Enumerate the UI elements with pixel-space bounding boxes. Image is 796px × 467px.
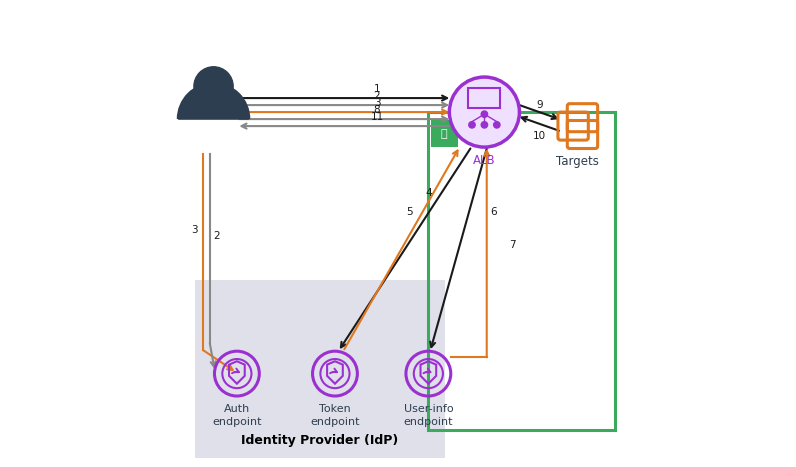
Text: User-info: User-info bbox=[404, 404, 453, 414]
Text: 🔒: 🔒 bbox=[441, 128, 447, 139]
Text: ALB: ALB bbox=[473, 154, 496, 167]
Text: 4: 4 bbox=[425, 188, 431, 198]
FancyBboxPatch shape bbox=[195, 280, 445, 458]
Text: 7: 7 bbox=[509, 240, 516, 249]
Wedge shape bbox=[178, 84, 248, 119]
Text: endpoint: endpoint bbox=[310, 417, 360, 426]
Text: 9: 9 bbox=[536, 100, 543, 110]
Text: endpoint: endpoint bbox=[213, 417, 262, 426]
Text: Targets: Targets bbox=[556, 155, 599, 168]
Text: 11: 11 bbox=[370, 113, 384, 122]
Text: Auth: Auth bbox=[224, 404, 250, 414]
Circle shape bbox=[482, 121, 488, 128]
Circle shape bbox=[482, 111, 488, 117]
Circle shape bbox=[450, 77, 520, 147]
Circle shape bbox=[494, 121, 500, 128]
Text: 3: 3 bbox=[373, 99, 380, 108]
Circle shape bbox=[194, 67, 233, 106]
Text: 8: 8 bbox=[373, 106, 380, 115]
Text: endpoint: endpoint bbox=[404, 417, 453, 426]
Text: 2: 2 bbox=[373, 92, 380, 101]
Text: Identity Provider (IdP): Identity Provider (IdP) bbox=[241, 434, 399, 447]
Text: 2: 2 bbox=[213, 231, 220, 241]
Text: VPC: VPC bbox=[464, 127, 489, 140]
Text: 10: 10 bbox=[533, 131, 546, 141]
Circle shape bbox=[469, 121, 475, 128]
Text: 6: 6 bbox=[490, 207, 497, 217]
Text: Token: Token bbox=[319, 404, 351, 414]
Text: 1: 1 bbox=[373, 85, 380, 94]
FancyBboxPatch shape bbox=[431, 120, 458, 147]
Text: 5: 5 bbox=[407, 207, 413, 217]
Text: 3: 3 bbox=[192, 226, 198, 235]
